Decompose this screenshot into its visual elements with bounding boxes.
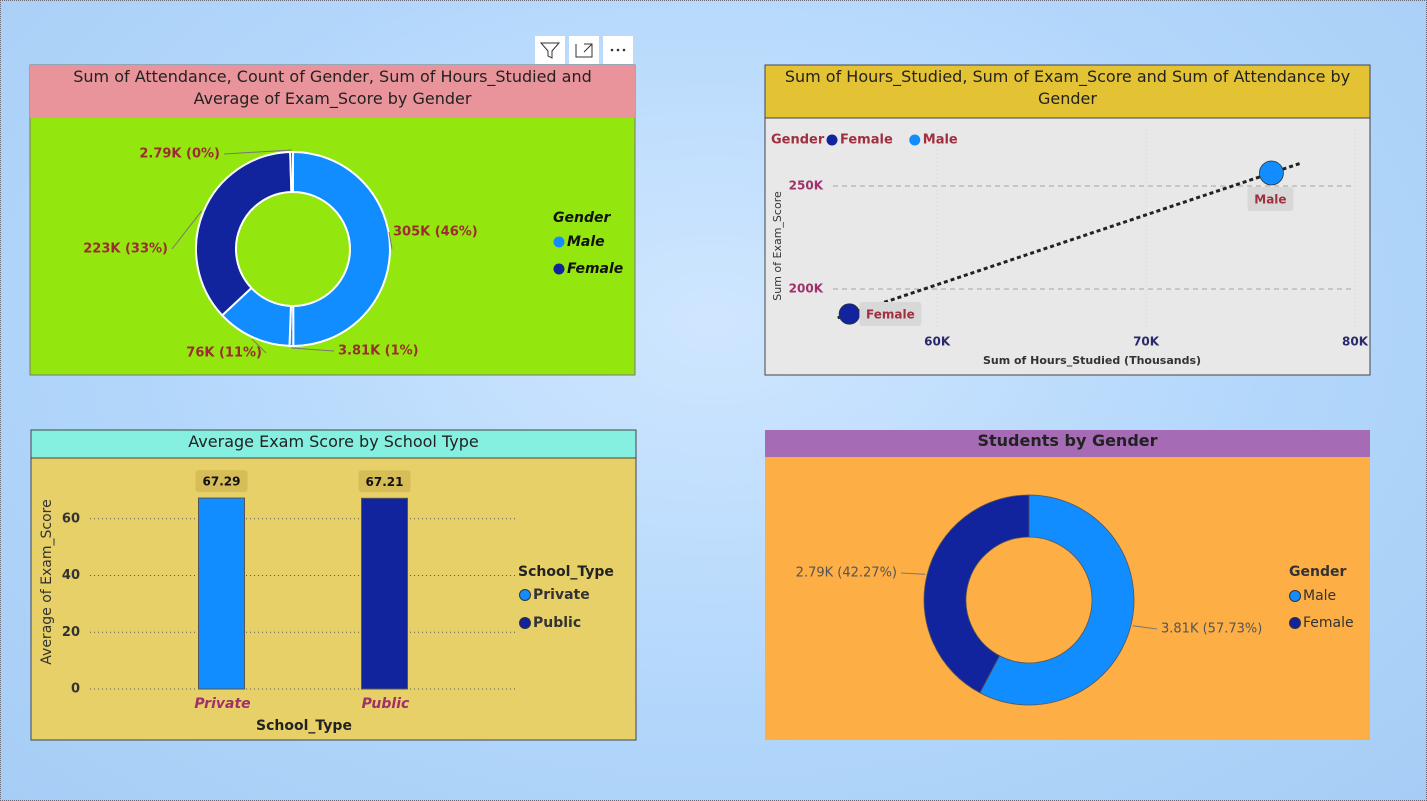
donut-segment	[289, 150, 294, 194]
x-tick-label: Public	[362, 696, 410, 712]
legend-swatch	[553, 236, 565, 248]
leader-line	[251, 338, 267, 354]
leader-line	[900, 572, 926, 575]
focus-button[interactable]	[569, 36, 599, 64]
x-tick-label: 80K	[1342, 335, 1369, 349]
x-tick-label: 70K	[1133, 335, 1160, 349]
data-label: Female	[866, 307, 915, 321]
y-tick-label: 40	[62, 568, 80, 583]
filter-icon	[539, 42, 561, 59]
chart-title: Students by Gender	[977, 431, 1158, 450]
y-axis-title: Average of Exam_Score	[39, 499, 55, 664]
data-label: 67.29	[203, 475, 241, 489]
x-tick-label: 60K	[924, 335, 951, 349]
legend-label: Male	[923, 133, 958, 148]
data-label: 3.81K (1%)	[338, 344, 419, 359]
legend-label: Female	[1303, 615, 1354, 631]
data-label: 76K (11%)	[186, 346, 262, 361]
legend-label: Private	[533, 587, 590, 603]
data-label-bg	[358, 470, 411, 493]
x-axis-title: Sum of Hours_Studied (Thousands)	[983, 354, 1201, 367]
y-tick-label: 200K	[789, 282, 824, 296]
leader-line	[388, 231, 393, 249]
title-band	[764, 64, 1371, 119]
focus-icon	[575, 43, 593, 58]
data-label: 67.21	[366, 475, 404, 489]
y-tick-label: 0	[71, 682, 80, 697]
y-tick-label: 60	[62, 511, 80, 526]
leader-line	[291, 347, 335, 352]
trend-line	[837, 161, 1302, 320]
legend-label: Male	[1303, 588, 1336, 604]
legend-label: Public	[533, 615, 581, 631]
dot	[622, 48, 626, 52]
chart-title: Sum of Hours_Studied, Sum of Exam_Score …	[784, 67, 1351, 108]
data-label: 2.79K (42.27%)	[796, 566, 897, 581]
data-label: Male	[1254, 192, 1286, 206]
title-band	[30, 65, 635, 118]
x-tick-label: Private	[194, 696, 250, 712]
leader-line	[1132, 625, 1158, 630]
donut-segment	[979, 494, 1135, 706]
legend-swatch	[553, 263, 565, 275]
leader-line	[171, 210, 203, 250]
donut-segment	[195, 151, 293, 317]
legend-swatch	[519, 617, 531, 629]
title-band	[765, 430, 1370, 457]
chart-title: Sum of Attendance, Count of Gender, Sum …	[73, 67, 592, 108]
x-axis-title: School_Type	[256, 718, 352, 734]
panel	[30, 429, 637, 741]
data-label-bg	[859, 301, 922, 326]
data-label: 305K (46%)	[393, 225, 478, 240]
y-tick-label: 20	[62, 625, 80, 640]
legend-label: Female	[567, 261, 623, 277]
legend-swatch	[826, 134, 838, 146]
legend-title: Gender	[1289, 564, 1346, 580]
chart-title: Average Exam Score by School Type	[188, 432, 479, 451]
y-tick-label: 250K	[789, 178, 824, 192]
legend-title: Gender	[771, 133, 825, 148]
leader-line	[223, 149, 292, 155]
legend-swatch	[1289, 590, 1301, 602]
toolbar	[535, 36, 633, 64]
data-label-bg	[195, 470, 248, 493]
bar	[361, 497, 408, 690]
dot	[616, 48, 620, 52]
y-axis-title: Sum of Exam_Score	[771, 191, 784, 301]
legend-swatch	[519, 589, 531, 601]
data-label-bg	[1247, 186, 1294, 211]
data-label: 2.79K (0%)	[139, 147, 220, 162]
donut-segment	[292, 150, 392, 348]
title-band	[30, 429, 637, 459]
data-label: 223K (33%)	[83, 242, 168, 257]
legend-label: Male	[567, 234, 605, 250]
legend-swatch	[1289, 617, 1301, 629]
bubble	[1259, 160, 1284, 186]
dot	[610, 48, 614, 52]
bubble	[838, 303, 861, 325]
data-label: 3.81K (57.73%)	[1161, 622, 1262, 637]
legend-swatch	[909, 134, 921, 146]
donut-segment	[923, 494, 1030, 694]
legend-label: Female	[840, 133, 893, 148]
legend-title: Gender	[553, 210, 611, 226]
bar	[198, 497, 245, 690]
legend-title: School_Type	[518, 564, 614, 580]
filter-button[interactable]	[535, 36, 565, 64]
